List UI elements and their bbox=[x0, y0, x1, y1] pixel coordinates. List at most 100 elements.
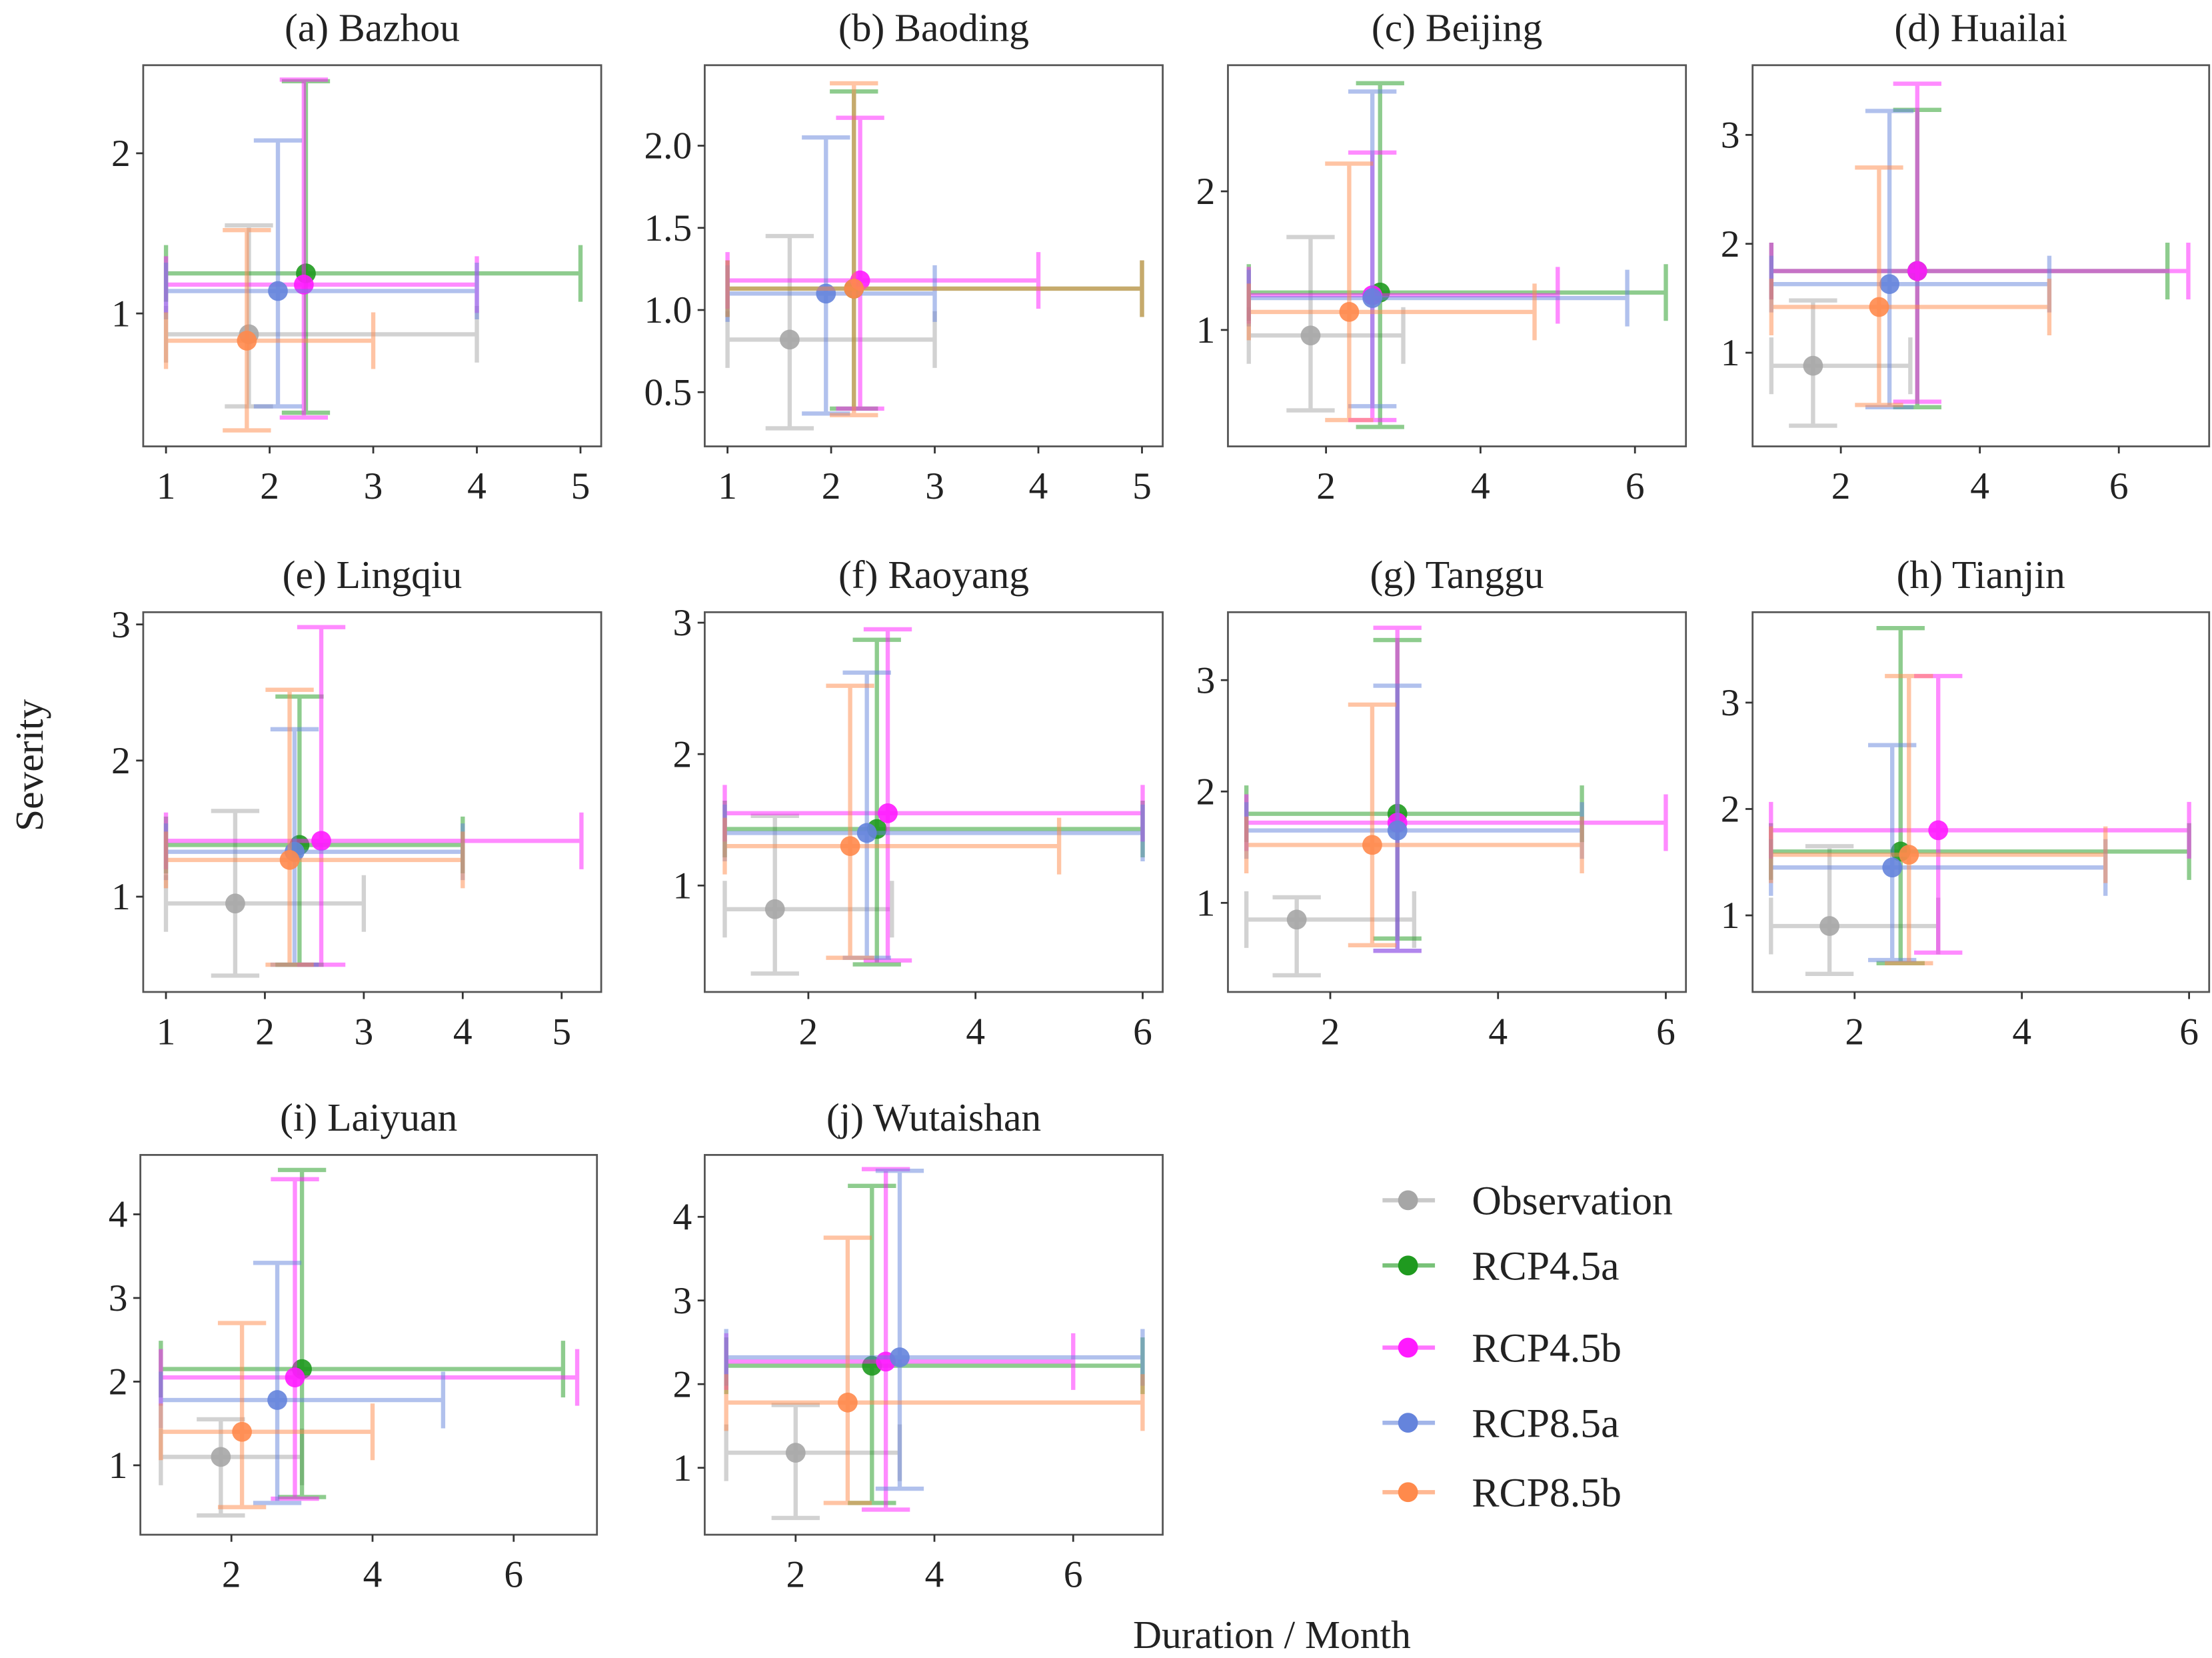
series-rcp85b bbox=[724, 1235, 1145, 1505]
panel: (e) Lingqiu 1 2 3 4 5 1 2 3 bbox=[111, 553, 602, 1053]
y-tick-label: 2 bbox=[673, 733, 692, 775]
legend-label: Observation bbox=[1472, 1179, 1672, 1224]
legend-marker bbox=[1398, 1255, 1418, 1276]
y-tick-label: 2 bbox=[1196, 171, 1216, 213]
y-tick-label: 1 bbox=[673, 865, 692, 907]
series-observation bbox=[163, 223, 479, 409]
y-tick-label: 3 bbox=[111, 604, 131, 646]
data-point bbox=[1819, 916, 1839, 936]
legend-marker bbox=[1398, 1413, 1418, 1433]
y-tick-label: 3 bbox=[109, 1277, 128, 1319]
x-tick-label: 6 bbox=[2109, 465, 2129, 507]
series-rcp85b bbox=[163, 228, 376, 433]
y-tick-label: 1.0 bbox=[644, 289, 692, 331]
data-point bbox=[1387, 820, 1408, 841]
series-rcp85a bbox=[1769, 743, 2108, 963]
data-point bbox=[785, 1443, 806, 1463]
y-tick-label: 2 bbox=[111, 740, 131, 782]
y-tick-label: 3 bbox=[673, 1280, 692, 1322]
y-tick-label: 1 bbox=[111, 293, 131, 335]
series-rcp85a bbox=[1246, 89, 1630, 409]
x-tick-label: 2 bbox=[1845, 1011, 1864, 1053]
series-rcp85a bbox=[163, 138, 479, 409]
legend-item: RCP8.5b bbox=[1382, 1471, 1622, 1516]
series-rcp85b bbox=[1769, 673, 2108, 966]
plot-frame bbox=[704, 611, 1164, 993]
y-tick-label: 4 bbox=[673, 1196, 692, 1238]
legend-label: RCP8.5a bbox=[1472, 1401, 1619, 1446]
y-axis-label: Severity bbox=[7, 699, 51, 831]
data-point bbox=[1899, 845, 1919, 865]
plot-frame bbox=[142, 611, 602, 993]
series-rcp85b bbox=[1246, 161, 1537, 423]
x-tick-label: 5 bbox=[571, 465, 590, 507]
panel: (a) Bazhou 1 2 3 4 5 1 2 bbox=[111, 6, 602, 507]
panels: (a) Bazhou 1 2 3 4 5 1 2 (b) Baoding 1 2 3 4 5 0.5 1.0 1… bbox=[109, 6, 2211, 1596]
panel-title: (f) Raoyang bbox=[838, 553, 1029, 597]
y-tick-label: 1 bbox=[1196, 309, 1216, 351]
series-rcp85a bbox=[724, 1169, 1145, 1491]
series-observation bbox=[1769, 844, 1941, 977]
data-point bbox=[1362, 835, 1382, 855]
x-tick-label: 2 bbox=[222, 1554, 241, 1596]
series-rcp45b bbox=[1769, 81, 2191, 404]
series-rcp45b bbox=[163, 77, 479, 420]
x-tick-label: 6 bbox=[1133, 1011, 1152, 1053]
legend: Observation RCP4.5a RCP4.5b RCP8.5a RCP8.5b bbox=[1382, 1179, 1673, 1516]
data-point bbox=[225, 893, 245, 914]
series-rcp85b bbox=[725, 81, 1144, 417]
data-point bbox=[1286, 909, 1307, 930]
legend-item: Observation bbox=[1382, 1179, 1673, 1224]
x-tick-label: 2 bbox=[799, 1011, 818, 1053]
series-rcp45a bbox=[1769, 626, 2191, 966]
panel-title: (i) Laiyuan bbox=[280, 1095, 457, 1139]
x-tick-label: 4 bbox=[1970, 465, 1989, 507]
series-rcp45b bbox=[1246, 150, 1560, 423]
legend-label: RCP8.5b bbox=[1472, 1471, 1622, 1516]
y-tick-label: 2 bbox=[673, 1363, 692, 1405]
series-rcp85b bbox=[1769, 165, 2052, 407]
data-point bbox=[890, 1347, 910, 1367]
x-tick-label: 4 bbox=[1029, 465, 1048, 507]
series-observation bbox=[163, 809, 367, 978]
y-tick-label: 1 bbox=[1721, 332, 1740, 374]
panel: (d) Huailai 2 4 6 1 2 3 bbox=[1721, 6, 2211, 507]
legend-label: RCP4.5b bbox=[1472, 1326, 1622, 1371]
plot-frame bbox=[139, 1154, 598, 1536]
series-rcp45b bbox=[1244, 625, 1668, 953]
series-observation bbox=[1244, 891, 1417, 978]
y-tick-label: 3 bbox=[1721, 682, 1740, 724]
y-tick-label: 4 bbox=[109, 1194, 128, 1236]
panel-title: (e) Lingqiu bbox=[283, 553, 463, 597]
y-tick-label: 1.5 bbox=[644, 207, 692, 249]
series-rcp45b bbox=[163, 625, 584, 967]
x-tick-label: 2 bbox=[1321, 1011, 1340, 1053]
x-tick-label: 6 bbox=[2179, 1011, 2199, 1053]
panel: (b) Baoding 1 2 3 4 5 0.5 1.0 1.5 2.0 bbox=[644, 6, 1164, 507]
series-rcp45a bbox=[1769, 107, 2170, 409]
panel: (f) Raoyang 2 4 6 1 2 3 bbox=[673, 553, 1164, 1053]
data-point bbox=[1803, 355, 1823, 376]
data-point bbox=[878, 803, 898, 823]
y-tick-label: 2 bbox=[109, 1361, 128, 1403]
series-rcp85b bbox=[163, 687, 465, 967]
y-tick-label: 1 bbox=[109, 1445, 128, 1487]
legend-item: RCP4.5b bbox=[1382, 1326, 1622, 1371]
data-point bbox=[268, 281, 288, 301]
x-tick-label: 2 bbox=[255, 1011, 275, 1053]
series-observation bbox=[722, 813, 894, 976]
x-tick-label: 4 bbox=[925, 1554, 944, 1596]
plot-frame bbox=[1227, 611, 1687, 993]
data-point bbox=[1339, 302, 1360, 322]
series-rcp85b bbox=[159, 1321, 375, 1509]
series-rcp85b bbox=[722, 683, 1062, 960]
data-point bbox=[1879, 274, 1899, 295]
legend-marker bbox=[1398, 1482, 1418, 1503]
data-point bbox=[1869, 297, 1889, 317]
panel: (g) Tanggu 2 4 6 1 2 3 bbox=[1196, 553, 1687, 1053]
y-tick-label: 3 bbox=[1721, 114, 1740, 156]
panel-title: (g) Tanggu bbox=[1370, 553, 1544, 597]
data-point bbox=[1882, 857, 1903, 878]
series-observation bbox=[725, 233, 937, 431]
